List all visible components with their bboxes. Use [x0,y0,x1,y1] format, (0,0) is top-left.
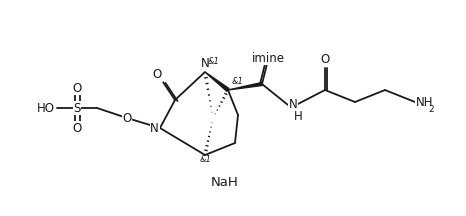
Text: &1: &1 [232,78,244,86]
Text: &1: &1 [200,156,212,165]
Text: NH: NH [269,54,287,67]
Text: imine: imine [269,53,273,54]
Text: N: N [150,121,159,135]
Text: imine: imine [252,51,285,65]
Text: &1: &1 [208,57,220,67]
Text: O: O [72,81,82,95]
Text: NH: NH [416,95,433,108]
Text: O: O [72,121,82,135]
Text: N: N [289,98,298,111]
Text: H: H [294,110,303,123]
Polygon shape [205,72,229,91]
Text: HO: HO [37,102,55,114]
Text: NaH: NaH [211,176,239,189]
Text: O: O [153,68,162,81]
Polygon shape [228,83,262,90]
Text: N: N [201,57,209,70]
Text: O: O [123,111,131,124]
Text: 2: 2 [428,105,434,114]
Text: O: O [321,53,329,66]
Text: S: S [73,102,81,114]
